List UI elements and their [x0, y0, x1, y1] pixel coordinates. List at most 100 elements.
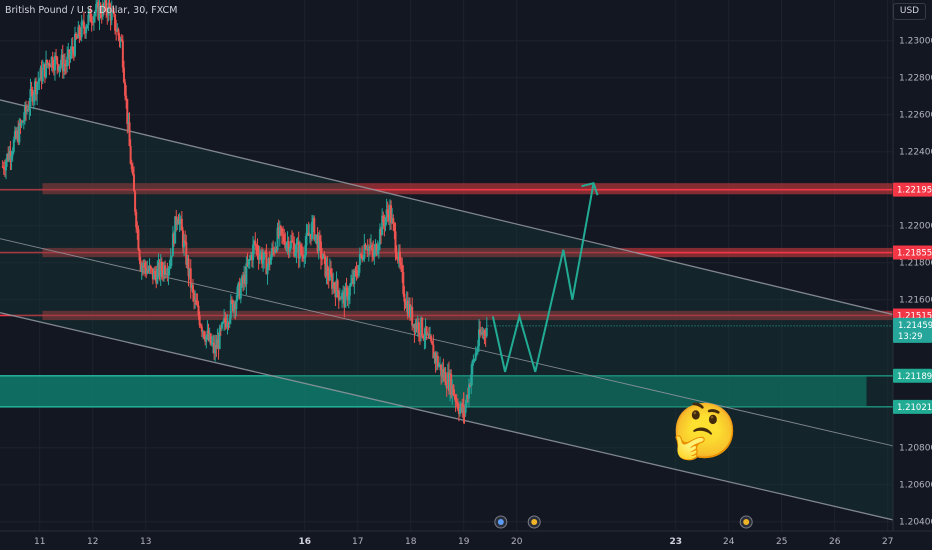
candle-body: [285, 243, 288, 249]
candle-body: [472, 359, 475, 362]
time-axis[interactable]: 11 12 13 16 17 18 19 20 23 24 25 26 27: [0, 530, 932, 550]
candle-body: [49, 66, 52, 68]
candle-body: [205, 335, 208, 342]
candle-body: [37, 81, 40, 84]
candle-body: [124, 82, 127, 96]
candle-body: [250, 255, 253, 261]
time-tick-label: 13: [140, 537, 151, 547]
candle-body: [308, 234, 311, 236]
candle-body: [419, 333, 422, 336]
candle-body: [363, 244, 366, 259]
candle-body: [135, 211, 138, 228]
candle-body: [230, 300, 233, 302]
candle-body: [280, 228, 283, 235]
candle-body: [421, 317, 424, 336]
candle-body: [89, 9, 92, 22]
candle-body: [139, 260, 142, 271]
candle-body: [85, 28, 88, 34]
candle-body: [178, 220, 181, 225]
candle-body: [480, 332, 483, 335]
candle-body: [434, 353, 437, 363]
candle-body: [427, 334, 430, 338]
candle-body: [61, 54, 64, 72]
candle-body: [170, 255, 173, 258]
candle-body: [338, 298, 341, 300]
projection-arrowhead: [581, 181, 599, 196]
last-price-badge: [893, 317, 932, 343]
candle-body: [132, 174, 135, 192]
candle-body: [463, 407, 466, 413]
candle-body: [477, 329, 480, 347]
candle-body: [127, 122, 130, 125]
candle-body: [294, 252, 297, 257]
candle-body: [22, 119, 25, 123]
candle-body: [459, 407, 462, 414]
candle-body: [433, 353, 436, 359]
candle-body: [166, 273, 169, 275]
candle-body: [87, 14, 90, 25]
candle-body: [452, 384, 455, 396]
candle-body: [242, 276, 245, 283]
candle-body: [12, 139, 15, 152]
candle-body: [63, 63, 66, 66]
candle-body: [233, 303, 236, 312]
currency-button[interactable]: USD: [893, 3, 926, 20]
candle-body: [47, 63, 50, 65]
candle-body: [432, 344, 435, 359]
candle-body: [445, 385, 448, 389]
resistance-price-value: 1.21515: [897, 311, 932, 321]
candle-body: [276, 227, 279, 250]
candle-body: [38, 78, 41, 82]
candle-body: [173, 233, 176, 244]
candle-body: [40, 68, 43, 82]
candle-body: [429, 336, 432, 338]
candle-body: [325, 265, 328, 277]
candle-body: [435, 355, 438, 363]
price-axis[interactable]: 1.23000 1.22800 1.22600 1.22400 1.22000 1.218…: [892, 0, 932, 531]
candle-body: [119, 39, 122, 42]
candle-body: [23, 105, 26, 120]
candle-body: [470, 374, 473, 387]
candle-body: [176, 219, 179, 225]
candle-body: [117, 29, 120, 36]
candle-body: [174, 216, 177, 244]
candle-body: [260, 252, 263, 264]
candle-body: [323, 253, 326, 256]
candle-body: [425, 326, 428, 335]
candle-body: [196, 304, 199, 306]
candle-body: [355, 270, 358, 276]
candle-body: [456, 402, 459, 410]
candle-body: [358, 254, 361, 265]
candle-body: [349, 282, 352, 286]
candle-body: [32, 94, 35, 102]
candle-body: [109, 7, 112, 21]
candle-body: [181, 230, 184, 248]
candle-body: [266, 266, 269, 275]
event-markers[interactable]: [494, 515, 753, 529]
candle-body: [274, 248, 277, 253]
candle-body: [53, 55, 56, 71]
candle-body: [324, 255, 327, 277]
candle-body: [70, 46, 73, 54]
candle-body: [169, 257, 172, 269]
candle-body: [56, 56, 59, 65]
candle-body: [473, 359, 476, 361]
candle-body: [179, 218, 182, 221]
candle-body: [11, 151, 14, 156]
candle-body: [367, 246, 370, 252]
candle-body: [467, 384, 470, 399]
candle-body: [333, 282, 336, 289]
candle-body: [9, 151, 12, 160]
candle-body: [81, 21, 84, 23]
candle-body: [373, 250, 376, 258]
candle-body: [115, 30, 118, 32]
candle-body: [76, 37, 79, 39]
candle-body: [200, 326, 203, 332]
candle-body: [225, 322, 228, 328]
candle-body: [222, 322, 225, 324]
candle-body: [319, 241, 322, 259]
candle-body: [199, 325, 202, 327]
candle-body: [184, 240, 187, 243]
candle-body: [282, 234, 285, 236]
